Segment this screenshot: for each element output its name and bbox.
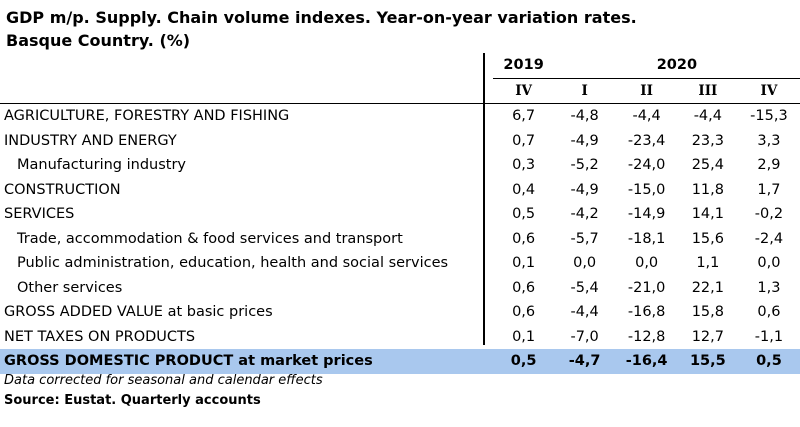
row-label: INDUSTRY AND ENERGY xyxy=(4,132,177,149)
table-row: AGRICULTURE, FORESTRY AND FISHING 6,7 -4… xyxy=(0,104,800,129)
title-line-1: GDP m/p. Supply. Chain volume indexes. Y… xyxy=(6,8,637,27)
cell-2020-q2: 0,0 xyxy=(635,255,659,272)
total-2020-q1: -4,7 xyxy=(553,349,616,374)
table-row: Trade, accommodation & food services and… xyxy=(0,227,800,252)
cell-2020-q2: -14,9 xyxy=(627,206,666,223)
cell-2020-q3: 22,1 xyxy=(691,279,724,296)
table-title: GDP m/p. Supply. Chain volume indexes. Y… xyxy=(6,6,637,52)
cell-2020-q3: 23,3 xyxy=(691,132,724,149)
row-label: SERVICES xyxy=(4,206,75,223)
row-label: CONSTRUCTION xyxy=(4,181,121,198)
table-row: CONSTRUCTION 0,4 -4,9 -15,0 11,8 1,7 xyxy=(0,178,800,203)
cell-2020-q1: -4,9 xyxy=(570,181,599,198)
row-label: Manufacturing industry xyxy=(17,157,187,174)
title-line-2: Basque Country. (%) xyxy=(6,31,191,50)
cell-2020-q4: -1,1 xyxy=(754,328,784,345)
cell-2020-q2: -24,0 xyxy=(627,157,666,174)
total-2020-q2: -16,4 xyxy=(615,349,678,374)
table-row: NET TAXES ON PRODUCTS 0,1 -7,0 -12,8 12,… xyxy=(0,325,800,350)
cell-2020-q1: -7,0 xyxy=(570,328,599,345)
cell-2020-q1: -5,7 xyxy=(570,230,599,247)
total-row: GROSS DOMESTIC PRODUCT at market prices … xyxy=(0,349,800,374)
total-label: GROSS DOMESTIC PRODUCT at market prices xyxy=(0,349,494,374)
header-row-years: 2019 2020 xyxy=(0,53,800,79)
row-label: AGRICULTURE, FORESTRY AND FISHING xyxy=(4,108,290,125)
cell-2020-q1: 0,0 xyxy=(573,255,597,272)
header-2020-q4: IV xyxy=(760,82,778,99)
header-2020-q2: II xyxy=(640,82,653,99)
row-label: GROSS ADDED VALUE at basic prices xyxy=(4,304,273,321)
cell-2019-q4: 0,1 xyxy=(512,328,536,345)
cell-2020-q1: -5,4 xyxy=(570,279,599,296)
row-label: NET TAXES ON PRODUCTS xyxy=(4,328,196,345)
cell-2020-q2: -12,8 xyxy=(627,328,666,345)
table-row: INDUSTRY AND ENERGY 0,7 -4,9 -23,4 23,3 … xyxy=(0,129,800,154)
table-row: Public administration, education, health… xyxy=(0,251,800,276)
cell-2020-q4: -2,4 xyxy=(754,230,784,247)
table-row: SERVICES 0,5 -4,2 -14,9 14,1 -0,2 xyxy=(0,202,800,227)
cell-2019-q4: 0,1 xyxy=(512,255,536,272)
cell-2020-q4: 0,0 xyxy=(757,255,781,272)
total-2020-q4: 0,5 xyxy=(737,349,800,374)
cell-2020-q3: 15,8 xyxy=(691,304,724,321)
cell-2020-q4: 3,3 xyxy=(757,132,781,149)
cell-2019-q4: 0,6 xyxy=(512,304,536,321)
footnote: Data corrected for seasonal and calendar… xyxy=(4,373,323,388)
cell-2019-q4: 0,5 xyxy=(512,206,536,223)
cell-2019-q4: 6,7 xyxy=(512,108,536,125)
cell-2020-q2: -21,0 xyxy=(627,279,666,296)
header-empty xyxy=(0,53,493,78)
table-row: Manufacturing industry 0,3 -5,2 -24,0 25… xyxy=(0,153,800,178)
header-2019-q4: IV xyxy=(515,82,532,99)
total-2020-q3: 15,5 xyxy=(677,349,738,374)
row-label: Other services xyxy=(17,279,123,296)
header-row-quarters: IV I II III IV xyxy=(0,78,800,104)
row-label: Public administration, education, health… xyxy=(17,255,449,272)
cell-2020-q4: -15,3 xyxy=(750,108,788,125)
table-row: GROSS ADDED VALUE at basic prices 0,6 -4… xyxy=(0,300,800,325)
table-row: Other services 0,6 -5,4 -21,0 22,1 1,3 xyxy=(0,276,800,301)
cell-2020-q2: -23,4 xyxy=(627,132,666,149)
cell-2020-q4: 2,9 xyxy=(757,157,781,174)
cell-2019-q4: 0,6 xyxy=(512,230,536,247)
cell-2020-q1: -4,4 xyxy=(570,304,599,321)
cell-2020-q4: 1,7 xyxy=(757,181,781,198)
cell-2020-q4: 1,3 xyxy=(757,279,781,296)
cell-2020-q3: 12,7 xyxy=(691,328,724,345)
cell-2020-q1: -5,2 xyxy=(570,157,599,174)
cell-2020-q4: 0,6 xyxy=(757,304,781,321)
header-year-2020: 2020 xyxy=(553,53,800,79)
gdp-table: 2019 2020 IV I II III IV AGRICULTURE, FO… xyxy=(0,53,800,374)
cell-2020-q3: 15,6 xyxy=(691,230,724,247)
cell-2020-q1: -4,8 xyxy=(570,108,599,125)
cell-2020-q3: -4,4 xyxy=(693,108,722,125)
cell-2020-q3: 1,1 xyxy=(696,255,720,272)
cell-2020-q2: -4,4 xyxy=(632,108,661,125)
source-note: Source: Eustat. Quarterly accounts xyxy=(4,393,261,408)
cell-2019-q4: 0,4 xyxy=(512,181,536,198)
cell-2019-q4: 0,3 xyxy=(512,157,536,174)
cell-2019-q4: 0,6 xyxy=(512,279,536,296)
cell-2020-q2: -15,0 xyxy=(627,181,666,198)
row-label: Trade, accommodation & food services and… xyxy=(17,230,403,247)
cell-2019-q4: 0,7 xyxy=(512,132,536,149)
header-empty-2 xyxy=(0,78,493,104)
cell-2020-q2: -16,8 xyxy=(627,304,666,321)
cell-2020-q4: -0,2 xyxy=(754,206,784,223)
cell-2020-q1: -4,2 xyxy=(570,206,599,223)
total-2019-q4: 0,5 xyxy=(493,349,554,374)
header-year-2019: 2019 xyxy=(493,53,554,79)
column-divider xyxy=(483,53,485,345)
cell-2020-q3: 11,8 xyxy=(691,181,724,198)
header-2020-q1: I xyxy=(581,82,588,99)
header-2020-q3: III xyxy=(698,82,718,99)
cell-2020-q2: -18,1 xyxy=(627,230,666,247)
cell-2020-q3: 25,4 xyxy=(691,157,724,174)
cell-2020-q3: 14,1 xyxy=(691,206,724,223)
cell-2020-q1: -4,9 xyxy=(570,132,599,149)
